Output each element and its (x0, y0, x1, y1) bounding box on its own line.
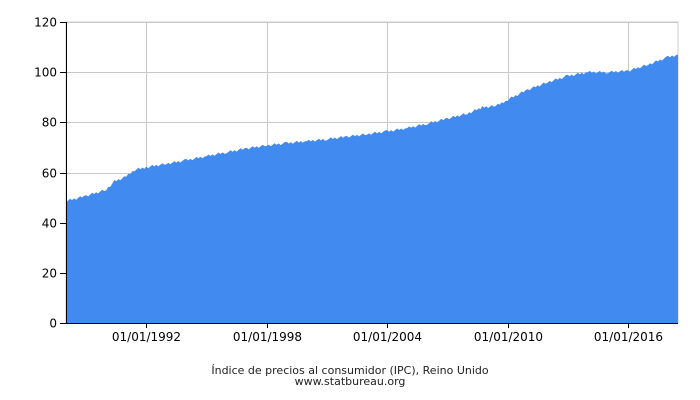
x-tick-label: 01/01/1998 (233, 330, 302, 344)
x-tick-label: 01/01/2010 (474, 330, 543, 344)
y-axis-ticks: 0 20 40 60 80 100 120 (34, 16, 66, 331)
y-tick-label: 0 (49, 317, 57, 331)
y-tick-label: 120 (34, 16, 57, 30)
y-tick-label: 40 (42, 217, 57, 231)
chart-caption: Índice de precios al consumidor (IPC), R… (211, 364, 489, 377)
y-tick-label: 60 (42, 167, 57, 181)
x-tick-label: 01/01/2016 (594, 330, 663, 344)
axes (66, 22, 678, 324)
cpi-area (66, 54, 678, 323)
x-axis-ticks: 01/01/1992 01/01/1998 01/01/2004 01/01/2010… (112, 323, 663, 344)
source-caption: www.statbureau.org (294, 375, 406, 388)
x-tick-label: 01/01/2004 (353, 330, 422, 344)
y-tick-label: 80 (42, 116, 57, 130)
x-tick-label: 01/01/1992 (112, 330, 181, 344)
y-tick-label: 100 (34, 66, 57, 80)
y-tick-label: 20 (42, 267, 57, 281)
